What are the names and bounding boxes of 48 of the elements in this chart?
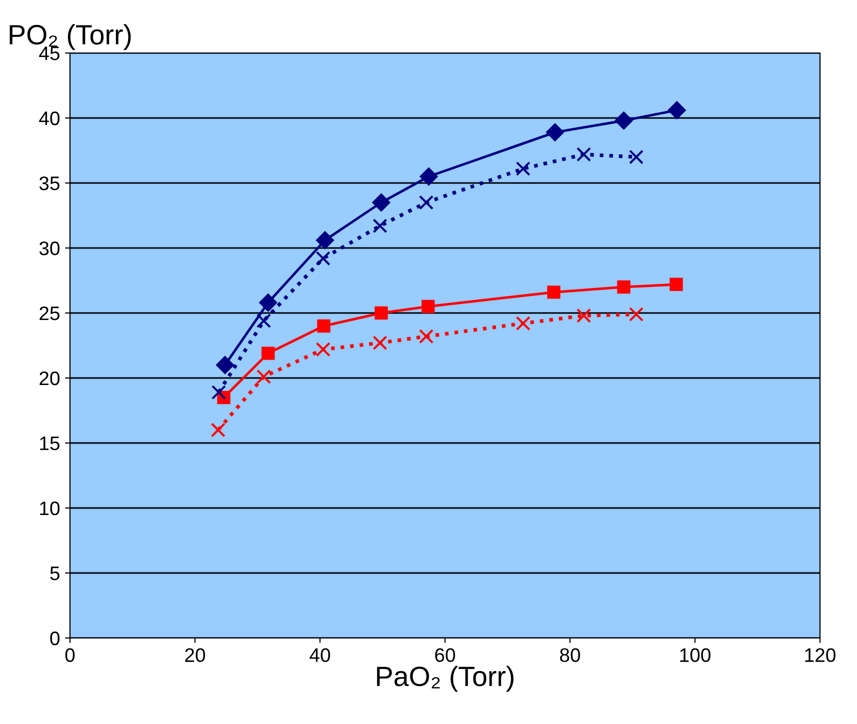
point xyxy=(670,278,683,291)
point xyxy=(256,369,272,384)
y-tick-label: 0 xyxy=(50,631,60,646)
x-tick-label: 100 xyxy=(680,648,710,662)
point xyxy=(547,286,560,299)
point xyxy=(516,161,530,176)
point xyxy=(420,168,438,186)
point xyxy=(372,194,390,212)
y-tick-label: 5 xyxy=(50,566,60,580)
y-tick-label: 35 xyxy=(39,176,60,190)
y-tick-label: 20 xyxy=(40,371,60,386)
point xyxy=(372,218,388,234)
point xyxy=(628,150,644,164)
x-tick-label: 20 xyxy=(185,648,206,662)
point xyxy=(418,195,434,210)
point xyxy=(418,329,434,344)
y-tick-label: 15 xyxy=(40,436,60,450)
point xyxy=(316,251,330,266)
point xyxy=(211,385,226,400)
point xyxy=(516,316,530,331)
point xyxy=(422,300,435,314)
point xyxy=(316,342,330,357)
x-tick-label: 120 xyxy=(805,648,836,662)
point xyxy=(210,422,226,438)
y-tick-label: 10 xyxy=(40,501,60,516)
y-tick-label: 40 xyxy=(39,111,60,126)
y-tick-label: 25 xyxy=(40,306,60,320)
point xyxy=(628,307,644,322)
x-tick-label: 60 xyxy=(435,648,456,662)
point xyxy=(216,356,234,374)
x-axis-title: PaO₂ (Torr) xyxy=(377,666,514,692)
point xyxy=(576,147,592,162)
point xyxy=(316,231,334,250)
x-tick-label: 40 xyxy=(310,648,330,662)
point xyxy=(259,294,278,312)
point xyxy=(546,123,564,142)
point xyxy=(262,346,275,360)
x-tick-label: 80 xyxy=(560,648,580,662)
point xyxy=(617,280,630,294)
point xyxy=(317,319,330,333)
point xyxy=(614,112,633,130)
point xyxy=(374,306,388,320)
point xyxy=(372,336,388,350)
point xyxy=(668,101,686,120)
x-tick-label: 0 xyxy=(65,648,75,662)
y-tick-label: 30 xyxy=(39,241,60,256)
point xyxy=(576,308,592,323)
point xyxy=(256,314,272,328)
